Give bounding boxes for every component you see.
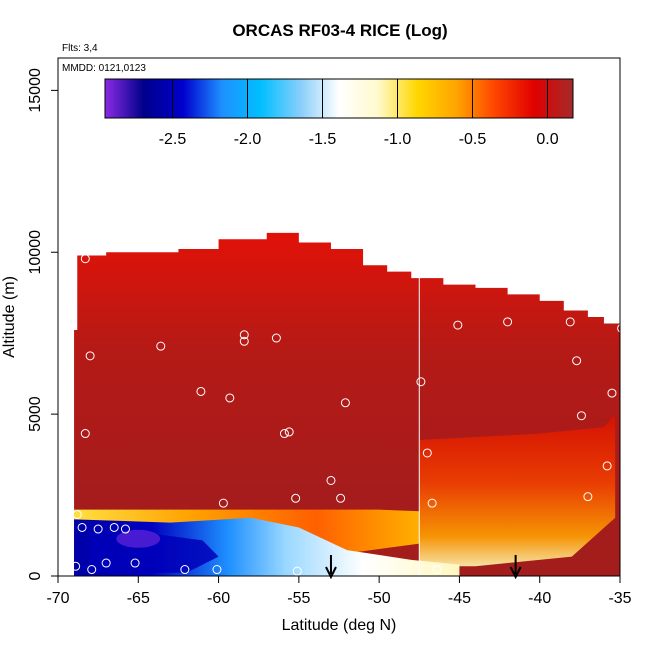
sample-point [80,254,90,264]
chart-title: ORCAS RF03-4 RICE (Log) [232,21,447,40]
x-axis: -70 -65 -60 -55 -50 -45 -40 -35 [46,576,632,607]
colorbar: -2.5 -2.0 -1.5 -1.0 -0.5 0.0 [104,78,574,148]
sample-point [87,565,97,575]
sample-point [432,565,442,575]
heatmap-right-lower-region [419,414,616,567]
x-tick-label: -70 [46,590,69,607]
plot-frame [57,57,621,577]
sample-point [583,492,593,502]
x-tick-label: -50 [368,590,391,607]
sample-point [180,565,190,575]
sample-point [617,324,620,333]
sample-point [416,377,426,387]
date-note: MMDD: 0121,0123 [62,63,146,74]
sample-point [291,493,301,503]
colorbar-tick-label: -1.5 [309,131,337,148]
arrow-markers [325,555,522,580]
sample-point [271,333,281,343]
sample-point [80,429,90,439]
colorbar-tick-label: -2.0 [234,131,262,148]
sample-point [218,498,228,508]
x-tick-label: -40 [528,590,551,607]
arrow-head [325,566,337,580]
x-tick-label: -55 [287,590,310,607]
sample-point [212,565,222,575]
sample-point [279,429,289,439]
sample-point [225,393,235,403]
sample-point [602,461,612,471]
y-tick-label: 0 [27,571,44,580]
sample-point [239,330,249,340]
flights-note: Flts: 3,4 [62,43,98,54]
x-tick-label: -45 [448,590,471,607]
sample-points [71,254,620,576]
sample-point [422,448,432,458]
sample-point [340,398,350,408]
sample-point [284,427,294,437]
y-axis: 0 5000 10000 15000 [27,68,58,580]
sample-point [109,522,119,532]
sample-point [71,561,81,571]
x-tick-label: -65 [127,590,150,607]
sample-point [292,566,302,576]
sample-point [565,317,575,327]
colorbar-tick-label: 0.0 [536,131,558,148]
y-tick-label: 15000 [27,68,44,113]
y-tick-label: 10000 [27,230,44,275]
sample-point [85,351,95,361]
colorbar-body [104,78,574,119]
x-axis-label: Latitude (deg N) [282,617,397,634]
x-tick-label: -60 [207,590,230,607]
sample-point [503,317,513,327]
sample-point [72,509,82,519]
sample-point [196,386,206,396]
sample-point [453,320,463,330]
sample-point [607,388,617,398]
sample-point [156,341,166,351]
y-tick-label: 5000 [27,396,44,432]
colorbar-tick-label: -0.5 [459,131,487,148]
colorbar-ticks: -2.5 -2.0 -1.5 -1.0 -0.5 0.0 [159,79,559,148]
sample-point [101,558,111,568]
sample-point [336,493,346,503]
sample-point [326,475,336,485]
y-axis-label: Altitude (m) [1,276,18,358]
sample-point [93,524,103,534]
sample-point [120,524,130,534]
heatmap-field [74,232,620,576]
sample-point [239,336,249,346]
colorbar-tick-label: -1.0 [384,131,412,148]
colorbar-tick-label: -2.5 [159,131,187,148]
sample-point [427,498,437,508]
sample-point [576,411,586,421]
sample-point [77,522,87,532]
heatmap-violet-patch [116,529,161,548]
x-tick-label: -35 [608,590,631,607]
arrow-head [509,566,522,580]
sample-point [572,356,582,366]
sample-point [130,558,140,568]
